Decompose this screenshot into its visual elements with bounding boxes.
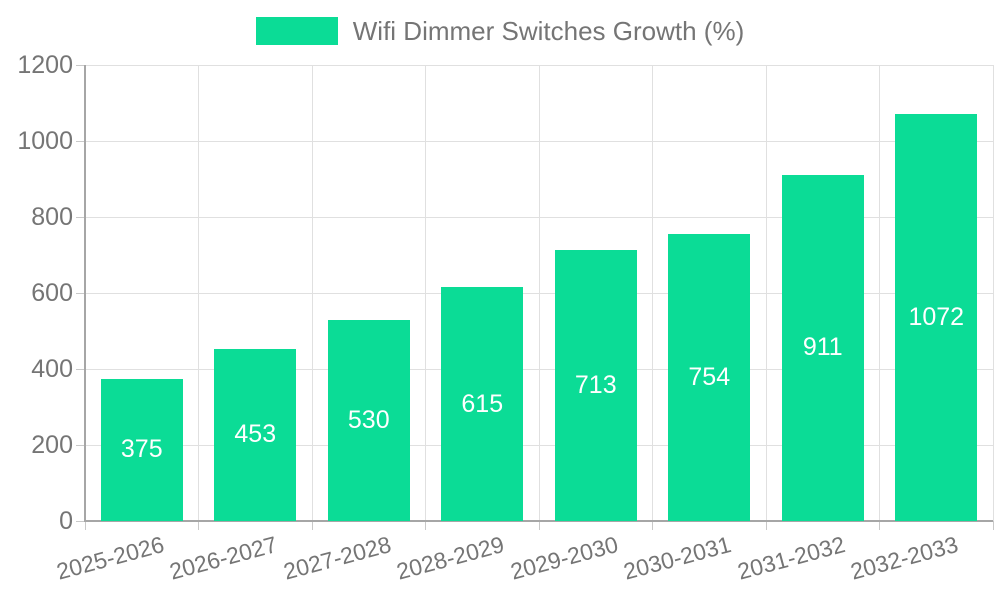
y-tick-mark xyxy=(76,368,85,370)
x-tick-mark xyxy=(652,521,653,530)
bar-value-label: 1072 xyxy=(908,302,965,331)
y-tick-label: 800 xyxy=(31,203,73,231)
v-gridline xyxy=(765,65,767,521)
bar: 530 xyxy=(327,319,410,521)
y-tick-label: 1000 xyxy=(17,127,73,155)
x-tick-mark xyxy=(992,521,994,530)
y-axis-line xyxy=(84,65,86,521)
bar: 615 xyxy=(441,287,524,521)
y-tick-mark xyxy=(76,140,85,142)
v-gridline xyxy=(992,65,994,521)
v-gridline xyxy=(198,65,199,521)
v-gridline xyxy=(538,65,540,521)
bar: 1072 xyxy=(895,113,978,521)
y-tick-mark xyxy=(76,216,85,218)
bar: 911 xyxy=(781,174,864,521)
x-tick-mark xyxy=(84,521,86,530)
bar-value-label: 713 xyxy=(574,371,617,400)
x-tick-mark xyxy=(879,521,880,530)
bar-value-label: 754 xyxy=(688,363,731,392)
y-tick-label: 400 xyxy=(31,355,73,383)
v-gridline xyxy=(311,65,313,521)
x-tick-mark xyxy=(765,521,767,530)
bar-value-label: 453 xyxy=(234,420,277,449)
y-tick-label: 1200 xyxy=(17,51,73,79)
bar: 713 xyxy=(554,250,637,521)
bar: 375 xyxy=(100,378,183,521)
y-tick-mark xyxy=(76,520,85,522)
v-gridline xyxy=(425,65,426,521)
y-tick-mark xyxy=(76,292,85,294)
x-tick-mark xyxy=(538,521,540,530)
bar: 754 xyxy=(668,234,751,521)
y-tick-label: 200 xyxy=(31,431,73,459)
x-tick-mark xyxy=(198,521,199,530)
x-tick-mark xyxy=(311,521,313,530)
bar-value-label: 530 xyxy=(347,405,390,434)
v-gridline xyxy=(879,65,880,521)
y-tick-mark xyxy=(76,444,85,446)
y-tick-label: 600 xyxy=(31,279,73,307)
bar-value-label: 615 xyxy=(461,389,504,418)
x-tick-mark xyxy=(425,521,426,530)
x-axis-line xyxy=(84,520,993,522)
bar: 453 xyxy=(214,348,297,521)
legend[interactable]: Wifi Dimmer Switches Growth (%) xyxy=(0,14,1000,48)
y-tick-label: 0 xyxy=(59,507,73,535)
legend-label: Wifi Dimmer Switches Growth (%) xyxy=(352,15,745,46)
bar-value-label: 375 xyxy=(120,435,163,464)
bar-value-label: 911 xyxy=(802,333,843,362)
y-tick-mark xyxy=(76,64,85,66)
v-gridline xyxy=(652,65,653,521)
legend-swatch xyxy=(255,17,338,45)
